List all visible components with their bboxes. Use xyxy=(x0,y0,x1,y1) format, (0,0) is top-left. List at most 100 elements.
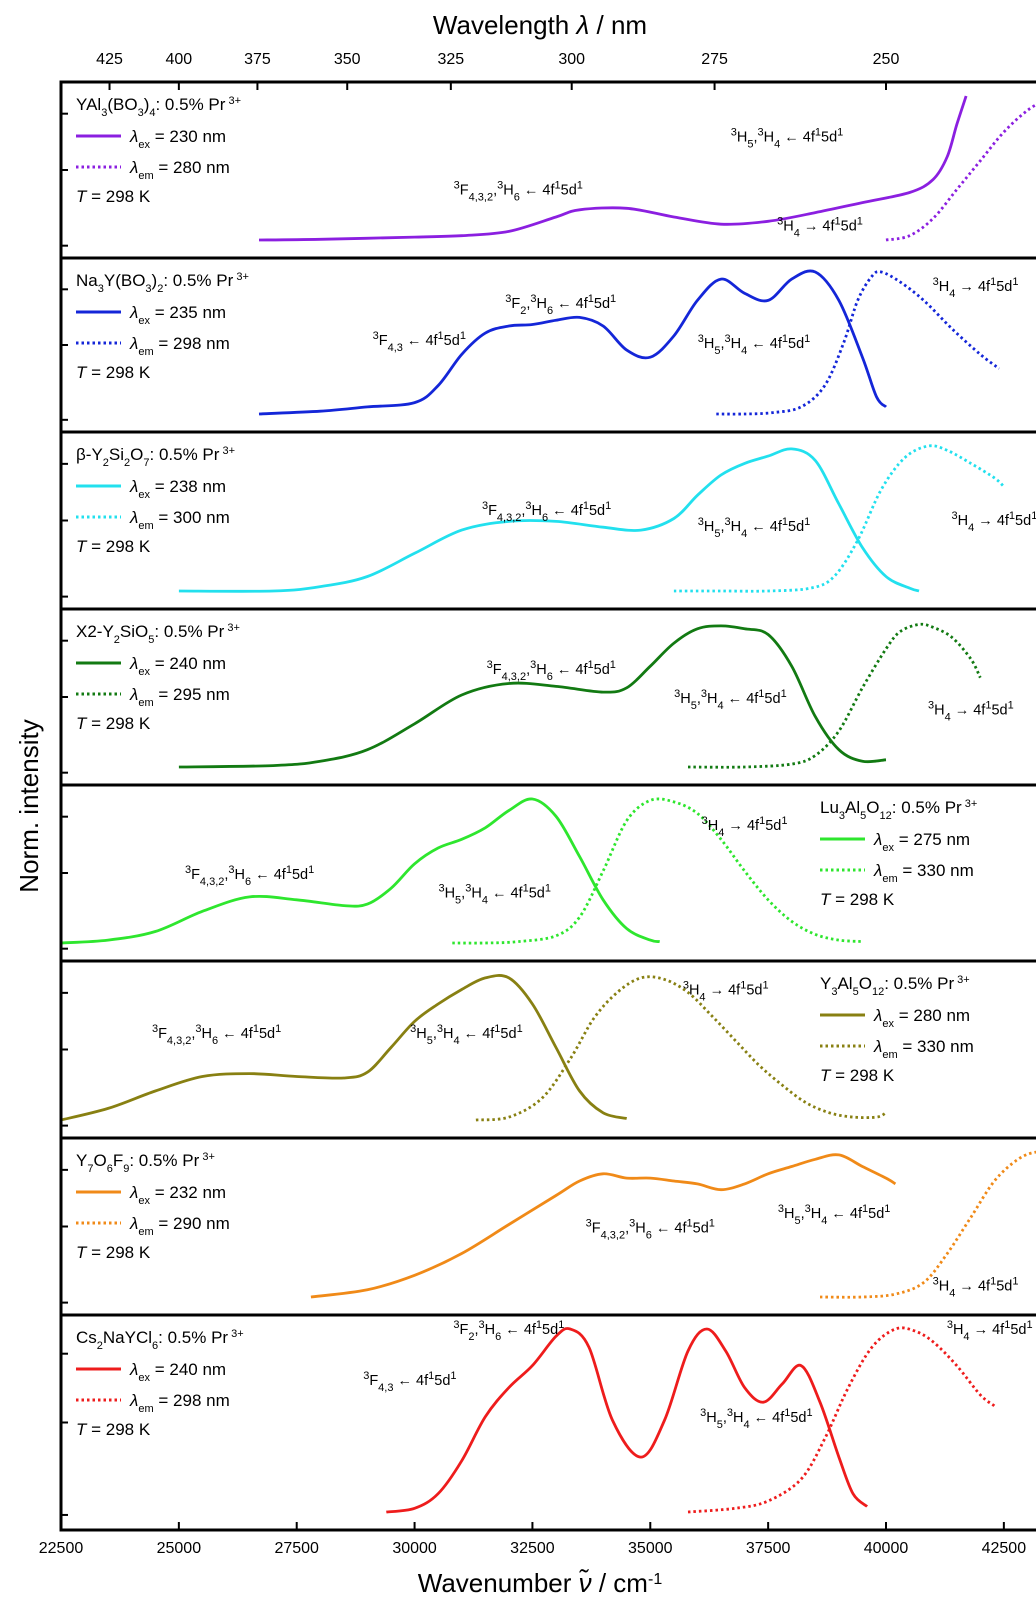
top-tick-label: 325 xyxy=(437,51,464,68)
legend-ex-label: λex = 232 nm xyxy=(129,1183,226,1207)
legend-em-label: λem = 290 nm xyxy=(129,1214,230,1238)
top-axis-title: Wavelength λ / nm xyxy=(433,10,647,40)
legend-formula: Y3Al5O12: 0.5% Pr 3+ xyxy=(820,974,970,998)
annotation-label: 3H5,3H4 ← 4f15d1 xyxy=(438,883,551,907)
annotation-label: 3F4,3,2,3H6 ← 4f15d1 xyxy=(482,500,611,524)
legend: Na3Y(BO3)2: 0.5% Pr 3+ λex = 235 nm λem = … xyxy=(76,271,249,382)
excitation-curve xyxy=(178,447,920,593)
annotation-label: 3H4 → 4f15d1 xyxy=(933,1275,1019,1299)
top-tick-label: 300 xyxy=(558,51,585,68)
annotation-label: 3H4 → 4f15d1 xyxy=(952,510,1036,534)
legend: β-Y2Si2O7: 0.5% Pr 3+ λex = 238 nm λem = 3… xyxy=(76,445,235,556)
annotation-label: 3H4 → 4f15d1 xyxy=(947,1319,1033,1343)
top-tick-label: 250 xyxy=(873,51,900,68)
x-tick-label: 40000 xyxy=(864,1540,909,1557)
emission-curve xyxy=(452,797,863,945)
top-tick-label: 425 xyxy=(96,51,123,68)
x-tick-label: 42500 xyxy=(982,1540,1027,1557)
legend-formula: Y7O6F9: 0.5% Pr 3+ xyxy=(76,1151,215,1175)
excitation-curve xyxy=(61,974,628,1122)
legend-ex-label: λex = 230 nm xyxy=(129,127,226,151)
legend-formula: Lu3Al5O12: 0.5% Pr 3+ xyxy=(820,798,977,822)
legend: Y7O6F9: 0.5% Pr 3+ λex = 232 nm λem = 290 … xyxy=(76,1151,230,1262)
excitation-curve xyxy=(178,624,887,769)
emission-curve xyxy=(716,270,1000,416)
x-tick-label: 32500 xyxy=(510,1540,555,1557)
legend-formula: Cs2NaYCl6: 0.5% Pr 3+ xyxy=(76,1328,244,1352)
annotation-label: 3H5,3H4 ← 4f15d1 xyxy=(410,1023,523,1047)
top-axis-ticks: 425 400 375 350 325 300 275 250 xyxy=(96,51,899,90)
legend: Cs2NaYCl6: 0.5% Pr 3+ λex = 240 nm λem = 2… xyxy=(76,1328,244,1439)
panel-x2Y2SiO5: X2-Y2SiO5: 0.5% Pr 3+ λex = 240 nm λem = 2… xyxy=(61,607,1036,774)
legend-temperature: T = 298 K xyxy=(76,1243,151,1262)
legend-temperature: T = 298 K xyxy=(76,537,151,556)
legend-ex-label: λex = 235 nm xyxy=(129,303,226,327)
legend: Y3Al5O12: 0.5% Pr 3+ λex = 280 nm λem = 33… xyxy=(820,974,974,1085)
legend-temperature: T = 298 K xyxy=(76,714,151,733)
x-tick-label: 35000 xyxy=(628,1540,673,1557)
x-tick-label: 30000 xyxy=(392,1540,437,1557)
legend-em-label: λem = 280 nm xyxy=(129,158,230,182)
emission-curve xyxy=(885,103,1036,242)
annotation-label: 3H5,3H4 ← 4f15d1 xyxy=(778,1203,891,1227)
annotation-label: 3H5,3H4 ← 4f15d1 xyxy=(698,516,811,540)
panel-cs2naycl6: Cs2NaYCl6: 0.5% Pr 3+ λex = 240 nm λem = 2… xyxy=(61,1313,1036,1516)
bottom-axis-ticks: 22500 25000 27500 30000 32500 35000 37500 40000… xyxy=(39,1522,1026,1557)
legend-formula: YAl3(BO3)4: 0.5% Pr 3+ xyxy=(76,95,241,119)
legend-em-label: λem = 330 nm xyxy=(873,1037,974,1061)
legend-temperature: T = 298 K xyxy=(76,187,151,206)
legend-em-label: λem = 298 nm xyxy=(129,1391,230,1415)
legend-temperature: T = 298 K xyxy=(820,890,895,909)
legend-formula: X2-Y2SiO5: 0.5% Pr 3+ xyxy=(76,622,240,646)
legend-em-label: λem = 330 nm xyxy=(873,861,974,885)
excitation-curve xyxy=(258,95,968,242)
panel-na3ybo32: Na3Y(BO3)2: 0.5% Pr 3+ λex = 235 nm λem = … xyxy=(61,256,1036,421)
excitation-curve xyxy=(258,269,888,416)
x-tick-label: 22500 xyxy=(39,1540,84,1557)
top-axis-symbol: λ xyxy=(574,10,589,40)
excitation-curve xyxy=(310,1153,897,1299)
legend-ex-label: λex = 275 nm xyxy=(873,830,970,854)
legend-em-label: λem = 300 nm xyxy=(129,508,230,532)
x-tick-label: 27500 xyxy=(274,1540,319,1557)
panel-y7o6f9: Y7O6F9: 0.5% Pr 3+ λex = 232 nm λem = 290 … xyxy=(61,1136,1036,1304)
panel-bY2Si2O7: β-Y2Si2O7: 0.5% Pr 3+ λex = 238 nm λem = 3… xyxy=(61,430,1036,598)
top-tick-label: 375 xyxy=(244,51,271,68)
emission-curve xyxy=(687,1326,996,1514)
plot-frame xyxy=(59,80,1036,1532)
legend-ex-label: λex = 238 nm xyxy=(129,477,226,501)
panel-yal3bo34: YAl3(BO3)4: 0.5% Pr 3+ λex = 230 nm λem = … xyxy=(61,95,1036,247)
emission-curve xyxy=(673,444,1005,593)
annotation-label: 3F2,3H6 ← 4f15d1 xyxy=(453,1319,564,1343)
legend-ex-label: λex = 280 nm xyxy=(873,1006,970,1030)
legend-formula: β-Y2Si2O7: 0.5% Pr 3+ xyxy=(76,445,235,469)
bottom-axis-symbol: ν̃ xyxy=(579,1568,592,1598)
annotation-label: 3F4,3 ← 4f15d1 xyxy=(363,1370,456,1394)
legend: X2-Y2SiO5: 0.5% Pr 3+ λex = 240 nm λem = 2… xyxy=(76,622,240,733)
top-tick-label: 400 xyxy=(166,51,193,68)
annotation-label: 3H4 → 4f15d1 xyxy=(777,216,863,240)
annotation-label: 3H5,3H4 ← 4f15d1 xyxy=(731,126,844,150)
panel-lu3al5o12: Lu3Al5O12: 0.5% Pr 3+ λex = 275 nm λem = 3… xyxy=(61,783,1036,950)
legend-em-label: λem = 295 nm xyxy=(129,685,230,709)
annotation-label: 3F4,3,2,3H6 ← 4f15d1 xyxy=(487,659,616,683)
excitation-curve xyxy=(386,1327,869,1514)
panels: YAl3(BO3)4: 0.5% Pr 3+ λex = 230 nm λem = … xyxy=(61,95,1036,1516)
annotation-label: 3H5,3H4 ← 4f15d1 xyxy=(674,688,787,712)
legend-temperature: T = 298 K xyxy=(76,363,151,382)
annotation-label: 3F4,3,2,3H6 ← 4f15d1 xyxy=(152,1023,281,1047)
x-tick-label: 37500 xyxy=(746,1540,791,1557)
y-axis-title: Norm. intensity xyxy=(14,719,44,892)
excitation-curve xyxy=(61,797,660,945)
annotation-label: 3F4,3,2,3H6 ← 4f15d1 xyxy=(586,1217,715,1241)
legend-ex-label: λex = 240 nm xyxy=(129,1360,226,1384)
annotation-label: 3F4,3,2,3H6 ← 4f15d1 xyxy=(454,180,583,204)
panel-y3al5o12: Y3Al5O12: 0.5% Pr 3+ λex = 280 nm λem = 33… xyxy=(61,959,1036,1127)
legend-formula: Na3Y(BO3)2: 0.5% Pr 3+ xyxy=(76,271,249,295)
annotation-label: 3H4 → 4f15d1 xyxy=(702,815,788,839)
annotation-label: 3H4 → 4f15d1 xyxy=(933,276,1019,300)
top-tick-label: 275 xyxy=(701,51,728,68)
annotation-label: 3F2,3H6 ← 4f15d1 xyxy=(505,293,616,317)
top-tick-label: 350 xyxy=(334,51,361,68)
